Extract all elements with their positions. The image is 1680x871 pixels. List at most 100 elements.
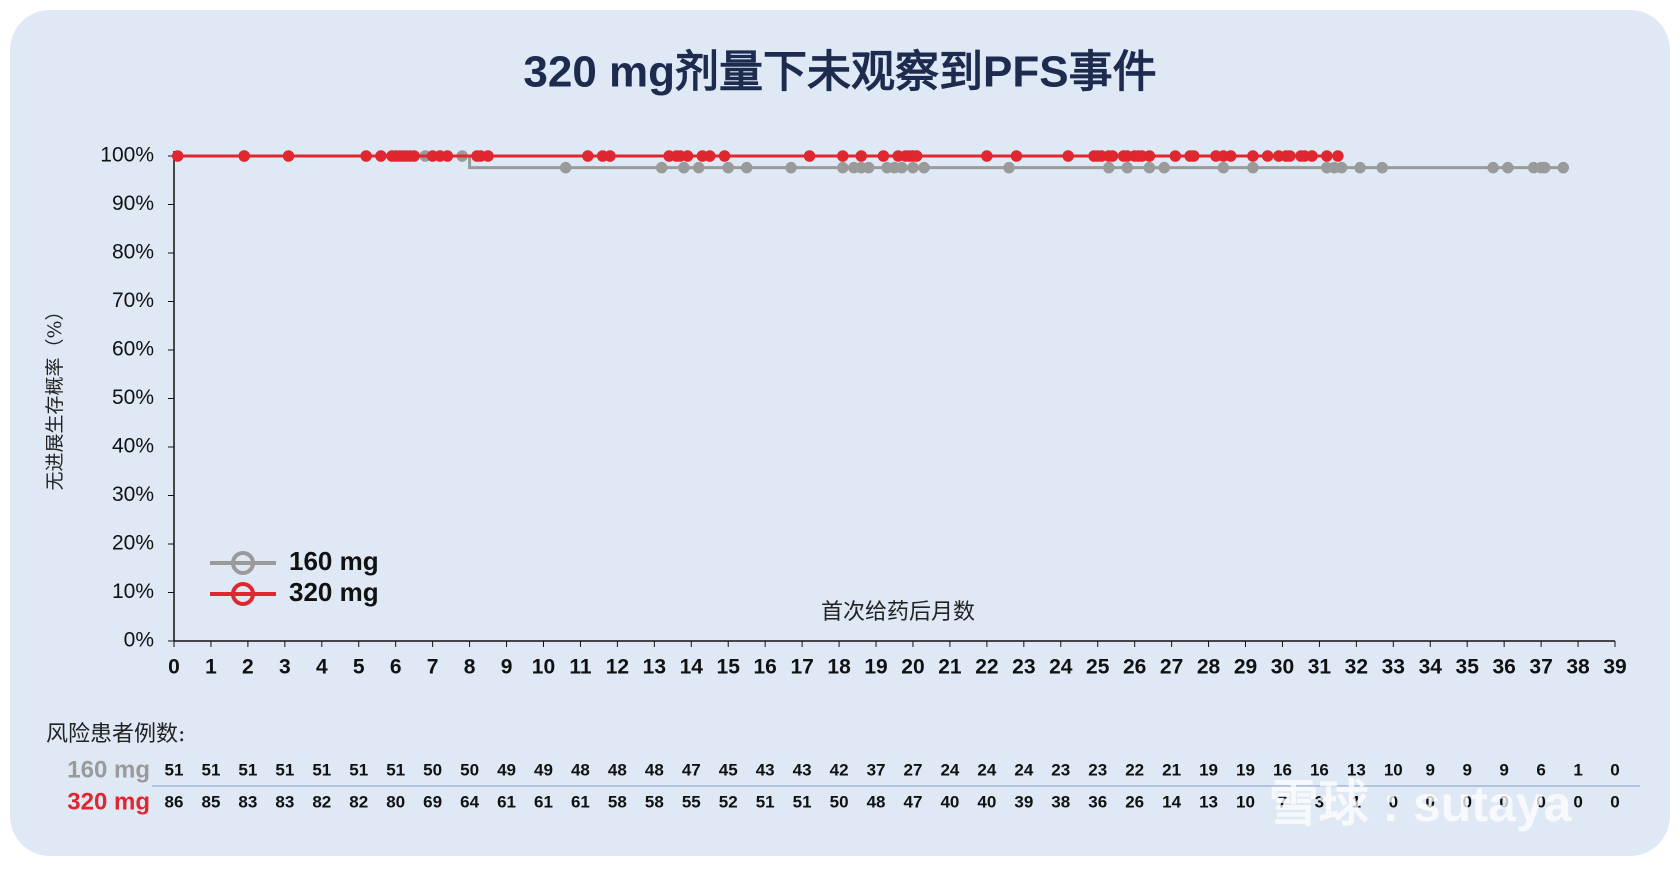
risk-count: 61 [497, 792, 516, 811]
watermark: 雪球 : sutaya [1269, 776, 1573, 832]
x-tick-label: 5 [353, 656, 365, 679]
x-tick-label: 29 [1234, 656, 1257, 679]
risk-count: 6 [1536, 760, 1545, 779]
risk-count: 51 [312, 760, 331, 779]
x-tick-label: 35 [1456, 656, 1480, 679]
censor-mark [1247, 150, 1259, 162]
x-tick-label: 38 [1566, 656, 1590, 679]
censor-mark [1247, 161, 1259, 174]
risk-count: 27 [904, 760, 923, 779]
censor-mark [681, 150, 694, 162]
x-tick-label: 26 [1123, 656, 1146, 679]
risk-count: 40 [940, 792, 959, 811]
risk-count: 55 [682, 792, 701, 811]
censor-mark [692, 161, 705, 174]
censor-mark [910, 150, 923, 162]
censor-mark [1354, 161, 1366, 174]
chart-title: 320 mg剂量下未观察到PFS事件 [523, 48, 1156, 97]
risk-count: 80 [386, 792, 405, 811]
risk-count: 9 [1499, 760, 1508, 779]
legend-marker [231, 551, 255, 575]
risk-count: 48 [645, 760, 664, 779]
censor-mark [282, 150, 295, 162]
risk-row-label: 160 mg [67, 756, 150, 783]
censor-mark [238, 150, 250, 162]
risk-count: 0 [1536, 792, 1545, 811]
risk-count: 16 [1310, 760, 1329, 779]
censor-mark [1284, 150, 1296, 162]
y-tick-label: 100% [100, 144, 154, 167]
censor-mark [1143, 161, 1156, 174]
x-tick-label: 24 [1049, 656, 1073, 679]
y-axis-title: 无进展生存概率（%） [44, 301, 66, 490]
censor-mark [896, 161, 908, 174]
censor-mark [877, 150, 890, 162]
y-tick-label: 10% [112, 580, 154, 603]
censor-mark [1557, 161, 1570, 174]
x-tick-label: 2 [242, 656, 254, 679]
x-tick-label: 36 [1492, 656, 1515, 679]
censor-mark [582, 150, 594, 162]
censor-mark [1217, 161, 1230, 174]
risk-count: 47 [682, 760, 701, 779]
risk-count: 0 [1389, 792, 1398, 811]
censor-mark [1539, 161, 1551, 174]
censor-mark [655, 161, 668, 174]
risk-row-label: 320 mg [67, 788, 150, 815]
censor-mark [704, 150, 716, 162]
x-tick-label: 22 [975, 656, 998, 679]
censor-mark [803, 150, 816, 162]
censor-mark [171, 150, 184, 162]
y-tick-label: 40% [112, 435, 154, 458]
risk-count: 0 [1499, 792, 1508, 811]
risk-count: 61 [534, 792, 553, 811]
risk-count: 40 [977, 792, 996, 811]
x-tick-label: 31 [1308, 656, 1332, 679]
risk-count: 86 [165, 792, 184, 811]
censor-mark [1502, 161, 1514, 174]
risk-count: 0 [1426, 792, 1435, 811]
censor-mark [375, 150, 387, 162]
censor-mark [907, 161, 919, 174]
risk-count: 0 [1610, 760, 1619, 779]
x-tick-label: 20 [901, 656, 924, 679]
censor-mark [718, 150, 731, 162]
censor-mark [559, 161, 572, 174]
risk-count: 49 [534, 760, 553, 779]
risk-count: 83 [275, 792, 294, 811]
censor-mark [1103, 161, 1115, 174]
risk-count: 16 [1273, 760, 1292, 779]
x-tick-label: 4 [316, 656, 328, 679]
risk-count: 23 [1088, 760, 1107, 779]
risk-count: 37 [867, 760, 886, 779]
risk-count: 26 [1125, 792, 1144, 811]
risk-count: 9 [1462, 760, 1471, 779]
censor-mark [604, 150, 616, 162]
risk-count: 51 [756, 792, 775, 811]
censor-mark [981, 150, 993, 162]
risk-count: 1 [1573, 760, 1582, 779]
censor-mark [740, 161, 753, 174]
risk-count: 51 [275, 760, 294, 779]
x-tick-label: 28 [1197, 656, 1221, 679]
risk-count: 0 [1462, 792, 1471, 811]
risk-count: 61 [571, 792, 590, 811]
risk-count: 19 [1199, 760, 1218, 779]
risk-count: 42 [830, 760, 849, 779]
risk-count: 19 [1236, 760, 1255, 779]
risk-count: 38 [1051, 792, 1070, 811]
risk-count: 24 [940, 760, 959, 779]
x-tick-label: 34 [1419, 656, 1443, 679]
censor-mark [1261, 150, 1274, 162]
x-tick-label: 8 [464, 656, 476, 679]
censor-mark [678, 161, 690, 174]
legend-label: 320 mg [289, 577, 379, 607]
censor-mark [1062, 150, 1074, 162]
censor-mark [722, 161, 734, 174]
risk-count: 50 [830, 792, 849, 811]
censor-mark [1106, 150, 1119, 162]
x-tick-label: 19 [864, 656, 887, 679]
censor-mark [360, 150, 372, 162]
risk-count: 50 [423, 760, 442, 779]
